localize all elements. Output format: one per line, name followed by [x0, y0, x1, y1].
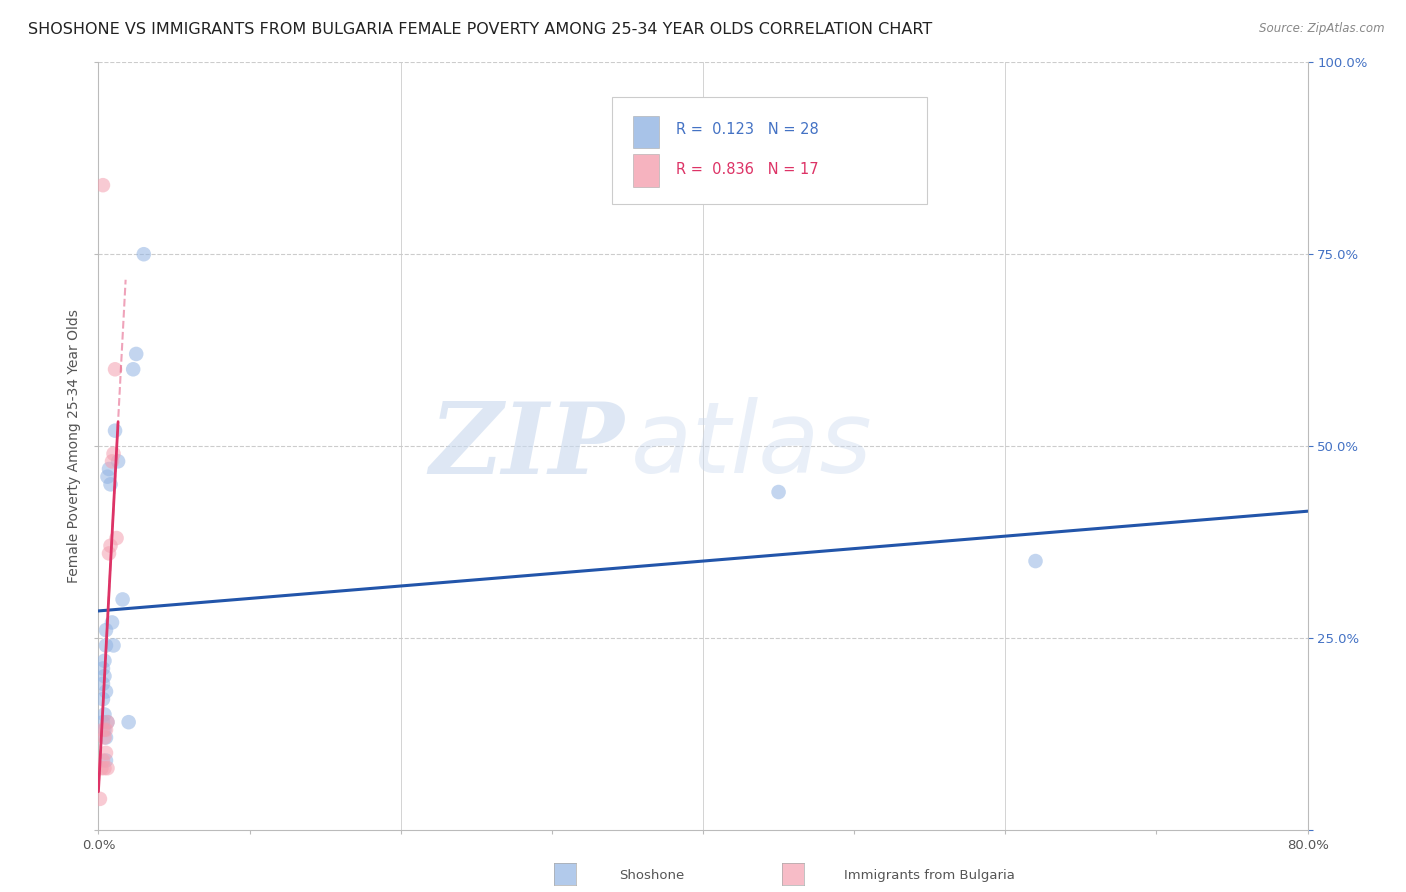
Point [91, 754, 114, 768]
Point [1024, 554, 1046, 568]
Text: Shoshone: Shoshone [619, 870, 683, 882]
Point [105, 531, 128, 545]
Point [91, 692, 114, 706]
Point [91, 677, 114, 691]
Text: R =  0.123   N = 28: R = 0.123 N = 28 [676, 122, 820, 137]
Text: Source: ZipAtlas.com: Source: ZipAtlas.com [1260, 22, 1385, 36]
Point [90, 761, 112, 775]
Text: ZIP: ZIP [429, 398, 624, 494]
Point [101, 454, 124, 468]
Point [118, 715, 141, 730]
Point [101, 615, 124, 630]
Text: atlas: atlas [630, 398, 872, 494]
Text: Immigrants from Bulgaria: Immigrants from Bulgaria [844, 870, 1015, 882]
Point [93, 669, 115, 683]
Point [91, 715, 114, 730]
Point [96, 715, 118, 730]
Point [91, 661, 114, 675]
Y-axis label: Female Poverty Among 25-34 Year Olds: Female Poverty Among 25-34 Year Olds [67, 309, 82, 583]
Point [91, 723, 114, 737]
Point [94, 754, 117, 768]
Point [96, 761, 118, 775]
Point [98, 546, 121, 560]
Text: R =  0.836   N = 17: R = 0.836 N = 17 [676, 162, 820, 178]
Point [89, 792, 111, 806]
Point [93, 761, 115, 775]
Point [93, 723, 115, 737]
Point [93, 707, 115, 722]
Point [107, 454, 129, 468]
Point [111, 592, 134, 607]
Point [125, 347, 148, 361]
Point [103, 639, 125, 653]
Point [122, 362, 145, 376]
Point [94, 731, 117, 745]
Point [94, 684, 117, 698]
Point [94, 746, 117, 760]
Point [100, 539, 122, 553]
Point [94, 639, 117, 653]
Bar [633, 116, 659, 148]
Point [104, 362, 127, 376]
Point [98, 462, 121, 476]
Point [96, 715, 118, 730]
Point [103, 447, 125, 461]
Bar [633, 154, 659, 186]
Text: SHOSHONE VS IMMIGRANTS FROM BULGARIA FEMALE POVERTY AMONG 25-34 YEAR OLDS CORREL: SHOSHONE VS IMMIGRANTS FROM BULGARIA FEM… [28, 22, 932, 37]
Point [93, 731, 115, 745]
Point [91, 178, 114, 193]
Point [100, 477, 122, 491]
Point [94, 623, 117, 637]
Point [93, 654, 115, 668]
Point [104, 424, 127, 438]
Point [768, 485, 790, 500]
Point [94, 723, 117, 737]
FancyBboxPatch shape [613, 97, 927, 204]
Point [96, 469, 118, 483]
Point [132, 247, 155, 261]
